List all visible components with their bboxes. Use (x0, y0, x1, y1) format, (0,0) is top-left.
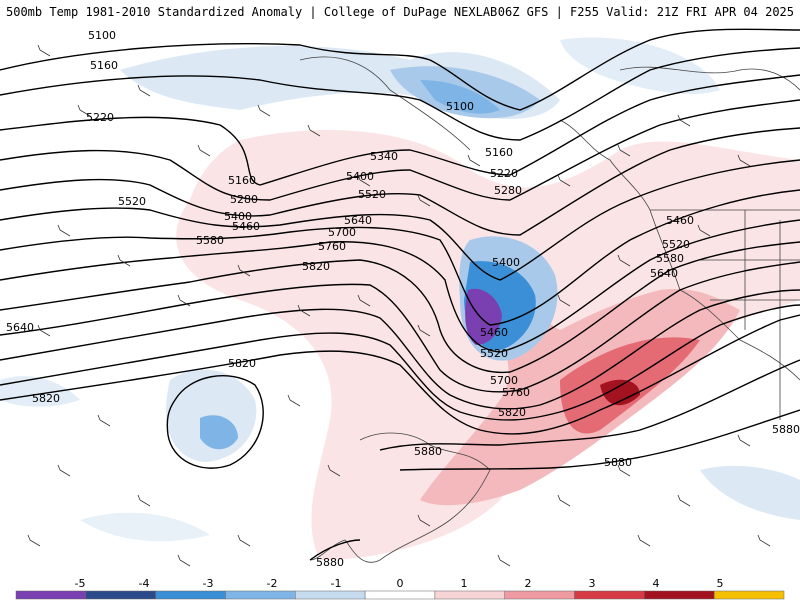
weather-map: 5100 5160 5220 5160 5520 5280 5400 5460 … (0, 28, 800, 569)
contour-label: 5100 (446, 100, 474, 113)
wind-barbs (27, 44, 771, 567)
contour-label: 5220 (490, 167, 518, 180)
colorbar-tick: -2 (267, 577, 278, 590)
colorbar-bin (644, 590, 715, 600)
contour-label: 5100 (88, 29, 116, 42)
colorbar-tick: -1 (331, 577, 342, 590)
contour-label: 5400 (224, 210, 252, 223)
contour-label: 5820 (302, 260, 330, 273)
contour-label: 5760 (318, 240, 346, 253)
anomaly-fills (0, 37, 800, 560)
colorbar-tick: 4 (653, 577, 660, 590)
contour-label: 5460 (666, 214, 694, 227)
contour-label: 5880 (604, 456, 632, 469)
colorbar-tick: 5 (717, 577, 724, 590)
colorbar-tick: 0 (397, 577, 404, 590)
contour-label: 5160 (90, 59, 118, 72)
colorbar-bin (85, 590, 156, 600)
contour-label: 5460 (232, 220, 260, 233)
contour-label: 5400 (492, 256, 520, 269)
contour-label: 5700 (328, 226, 356, 239)
contour-label: 5880 (772, 423, 800, 436)
model-valid-time: 06Z GFS | F255 Valid: 21Z FRI APR 04 202… (497, 5, 794, 19)
contour-label: 5220 (86, 111, 114, 124)
anomaly-colorbar: -5 -4 -3 -2 -1 0 1 2 3 4 5 (0, 576, 800, 600)
colorbar-bins (15, 590, 785, 600)
colorbar-tick: -5 (75, 577, 86, 590)
contour-label: 5520 (480, 347, 508, 360)
map-title: 500mb Temp 1981-2010 Standardized Anomal… (6, 5, 498, 19)
colorbar-bin (225, 590, 296, 600)
contour-label: 5640 (344, 214, 372, 227)
colorbar-tick: 3 (589, 577, 596, 590)
contour-label: 5460 (480, 326, 508, 339)
colorbar-tick: 2 (525, 577, 532, 590)
contour-label: 5640 (6, 321, 34, 334)
colorbar-tick: -4 (139, 577, 150, 590)
colorbar-tick: 1 (461, 577, 468, 590)
coastlines (299, 56, 800, 563)
colorbar-bin (504, 590, 575, 600)
contour-label: 5160 (485, 146, 513, 159)
contour-label: 5160 (228, 174, 256, 187)
contour-label: 5640 (650, 267, 678, 280)
contour-label: 5520 (118, 195, 146, 208)
colorbar-bin (15, 590, 87, 600)
colorbar-bin (574, 590, 645, 600)
contour-label: 5280 (494, 184, 522, 197)
colorbar-bin (155, 590, 226, 600)
contour-label: 5880 (316, 556, 344, 569)
colorbar-bin (434, 590, 505, 600)
contour-label: 5280 (230, 193, 258, 206)
contour-label: 5760 (502, 386, 530, 399)
map-header: 500mb Temp 1981-2010 Standardized Anomal… (0, 0, 800, 24)
height-contours (0, 28, 800, 561)
colorbar-tick: -3 (203, 577, 214, 590)
contour-labels: 5100 5160 5220 5160 5520 5280 5400 5460 … (6, 29, 800, 569)
contour-label: 5820 (498, 406, 526, 419)
contour-label: 5820 (228, 357, 256, 370)
contour-label: 5880 (414, 445, 442, 458)
contour-label: 5700 (490, 374, 518, 387)
colorbar-bin (713, 590, 785, 600)
contour-label: 5580 (656, 252, 684, 265)
colorbar-bin (295, 590, 366, 600)
colorbar-tick-labels: -5 -4 -3 -2 -1 0 1 2 3 4 5 (75, 577, 724, 590)
contour-label: 5820 (32, 392, 60, 405)
contour-label: 5520 (358, 188, 386, 201)
contour-label: 5520 (662, 238, 690, 251)
contour-label: 5400 (346, 170, 374, 183)
colorbar-bin (364, 590, 436, 600)
contour-label: 5580 (196, 234, 224, 247)
contour-label: 5340 (370, 150, 398, 163)
